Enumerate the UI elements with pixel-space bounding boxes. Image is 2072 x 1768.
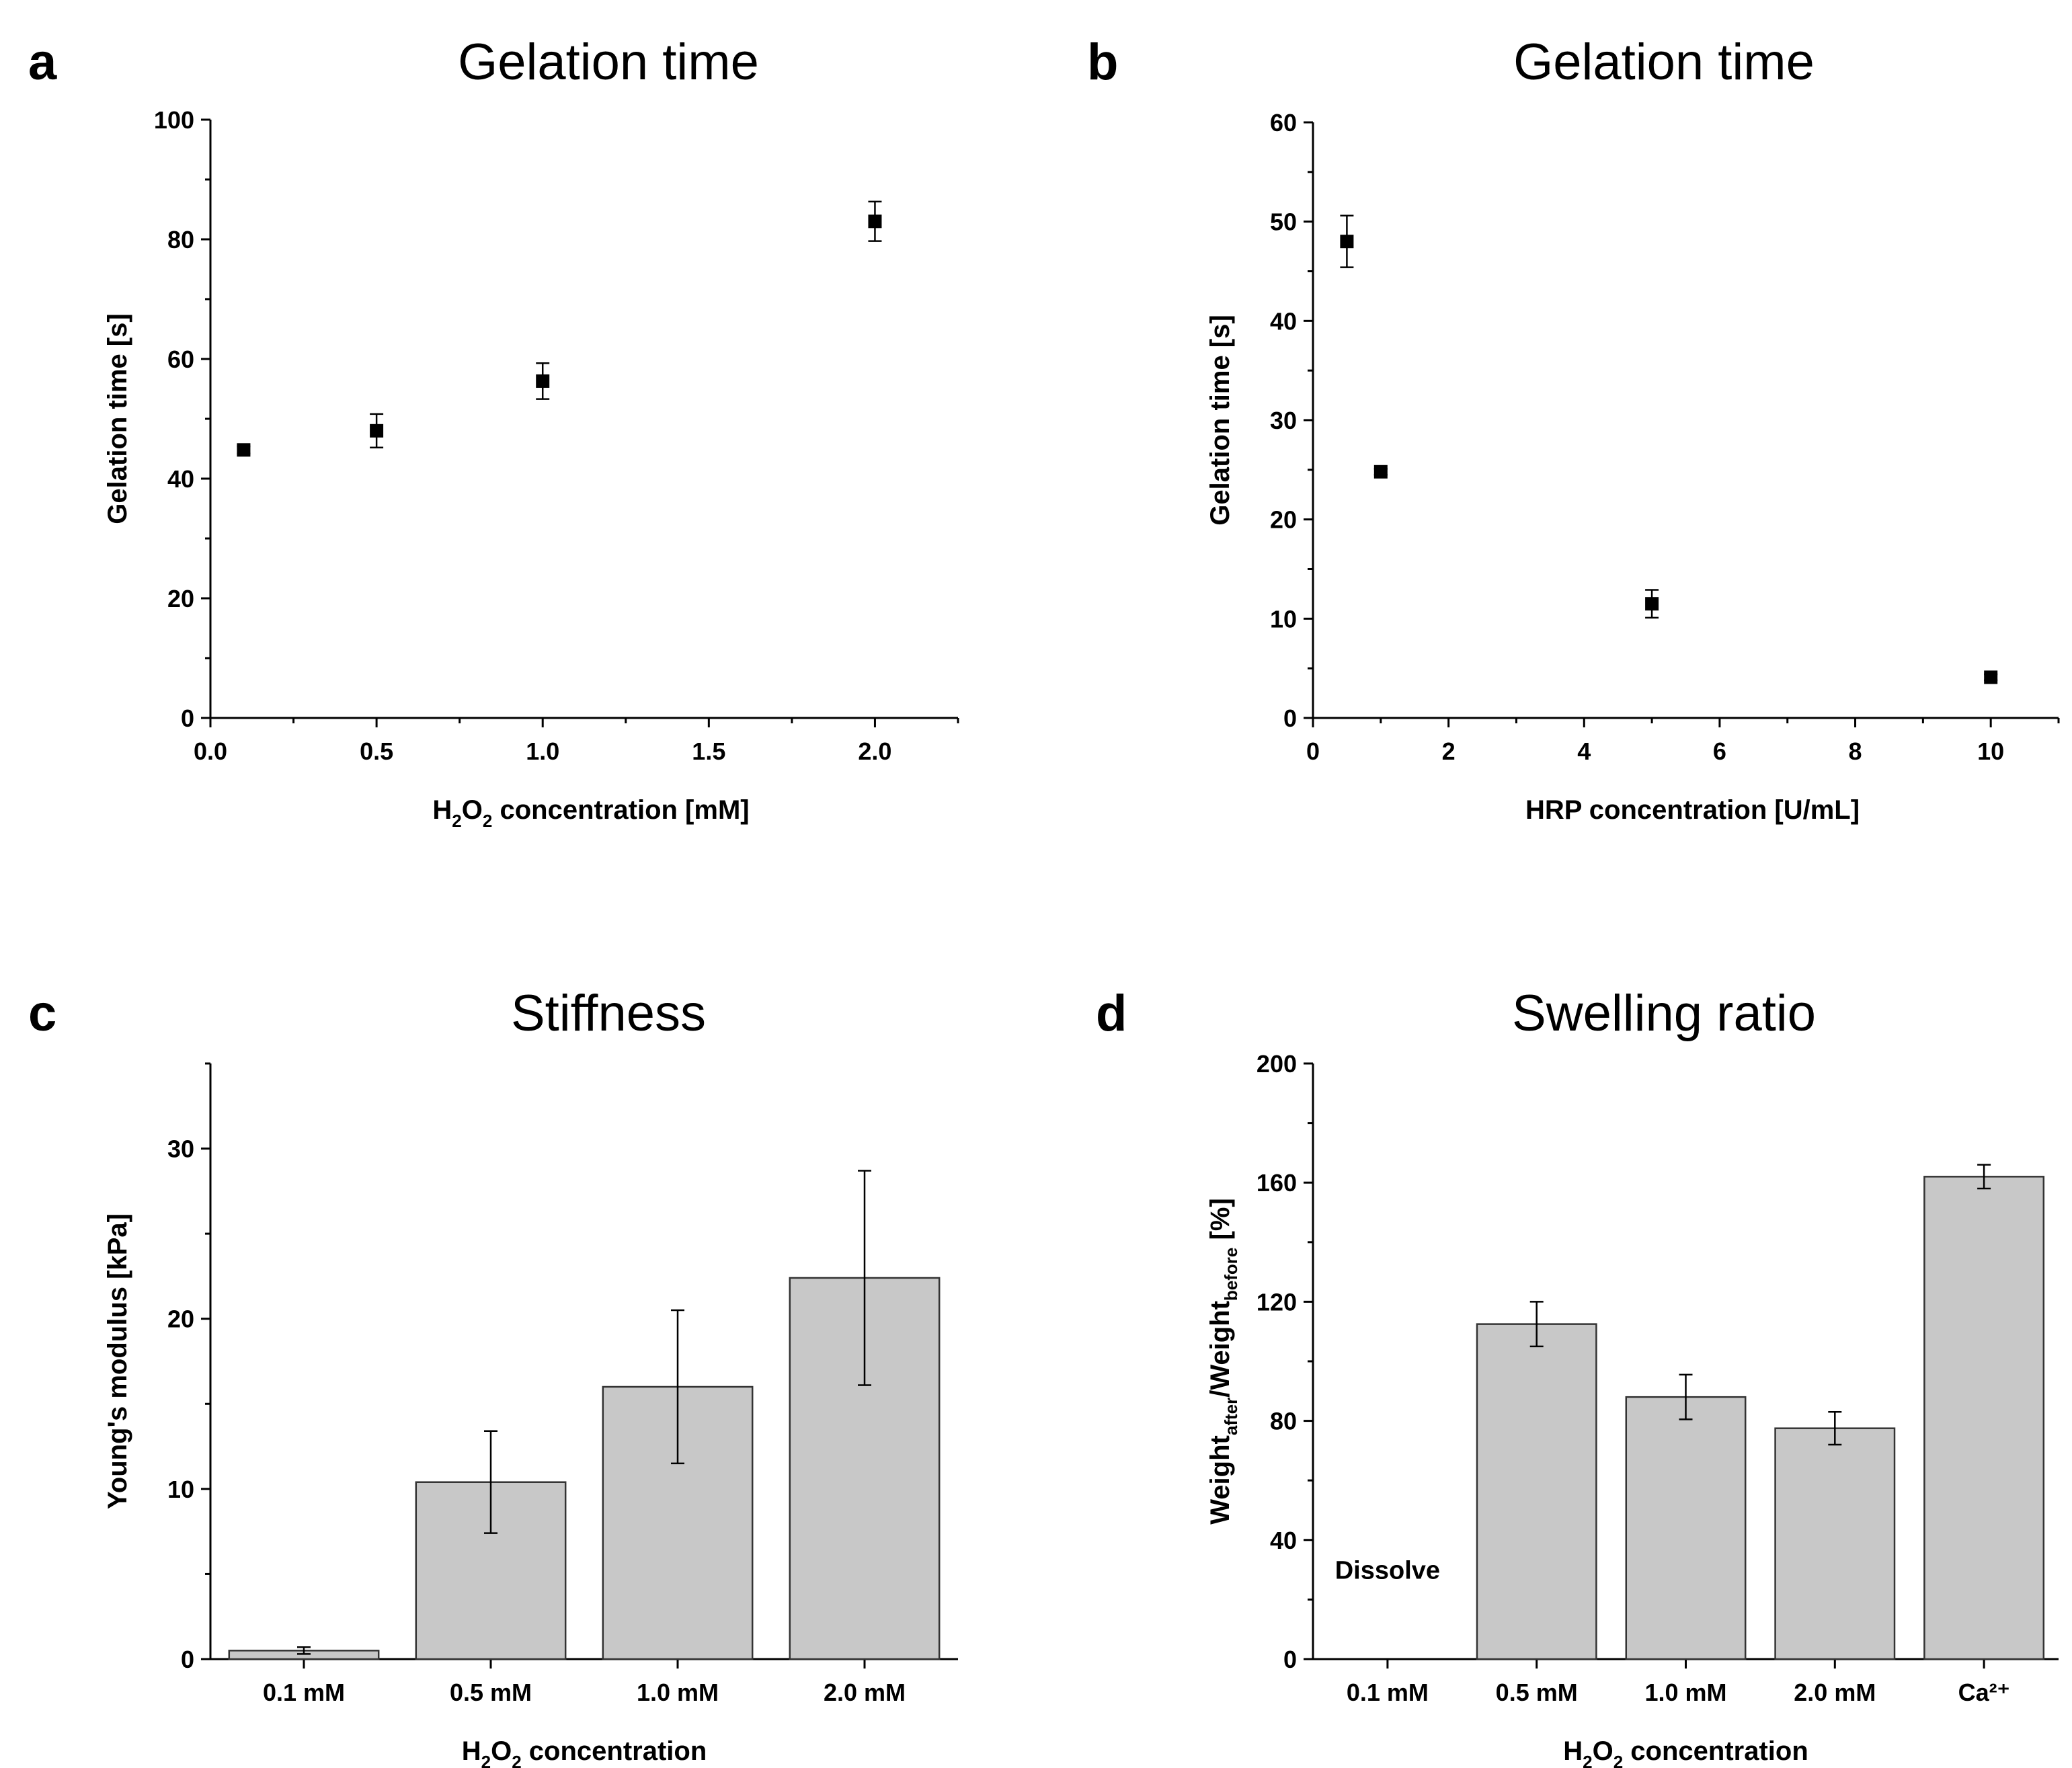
y-axis-label: Gelation time [s]	[1205, 315, 1235, 525]
panel-title: Gelation time	[1513, 34, 1815, 91]
data-point	[1984, 670, 1998, 684]
data-point	[370, 424, 384, 438]
x-axis-label-subscript: 2	[452, 811, 461, 831]
panel-title: Gelation time	[458, 34, 759, 91]
y-tick-label: 20	[1270, 506, 1297, 534]
x-tick-label: 6	[1713, 737, 1726, 765]
dissolve-annotation: Dissolve	[1335, 1556, 1440, 1584]
y-axis-label: Young's modulus [kPa]	[103, 1213, 132, 1509]
y-axis-label: Weightafter/Weightbefore [%]	[1205, 1198, 1241, 1524]
x-axis-label: HRP concentration [U/mL]	[1525, 795, 1860, 825]
panel-c: c Stiffness 0 10 20 30 Young's modulus [kPa] 0.…	[28, 985, 958, 1768]
y-tick-label: 0	[1283, 705, 1297, 732]
x-tick-label: Ca²⁺	[1958, 1679, 2010, 1706]
x-axis-label-part: concentration	[522, 1736, 707, 1766]
x-axis-label-part: H	[432, 795, 452, 825]
y-tick-label: 80	[167, 226, 194, 253]
x-axis-label-part: H	[462, 1736, 481, 1766]
y-tick-label: 10	[1270, 605, 1297, 633]
x-tick-label: 0.1 mM	[1347, 1679, 1429, 1706]
x-tick-label: 0.5 mM	[450, 1679, 532, 1706]
y-tick-label: 60	[167, 346, 194, 373]
x-tick-label: 0.0	[194, 737, 227, 765]
y-tick-label: 20	[167, 585, 194, 612]
y-axis-label-part: [%]	[1205, 1198, 1235, 1247]
panel-letter: a	[28, 34, 57, 91]
y-tick-label: 20	[167, 1305, 194, 1333]
y-tick-label: 30	[167, 1135, 194, 1163]
y-tick-label: 40	[1270, 1527, 1297, 1554]
x-axis-label-subscript: 2	[481, 1752, 491, 1768]
y-tick-label: 160	[1257, 1169, 1297, 1197]
x-tick-label: 1.0 mM	[637, 1679, 719, 1706]
x-axis-label-subscript: 2	[483, 811, 492, 831]
x-axis-label: H2O2 concentration	[462, 1736, 707, 1768]
panel-title: Swelling ratio	[1512, 985, 1816, 1042]
x-axis-label: H2O2 concentration	[1563, 1736, 1808, 1768]
x-axis-label: H2O2 concentration [mM]	[432, 795, 749, 831]
data-point	[1645, 597, 1659, 611]
bar	[1774, 1427, 1896, 1660]
x-axis-label-part: H	[1563, 1736, 1583, 1766]
bar	[1625, 1396, 1747, 1660]
x-axis-label-part: concentration [mM]	[492, 795, 749, 825]
y-axis-label-part: Weight	[1205, 1435, 1235, 1525]
y-tick-label: 40	[1270, 307, 1297, 335]
x-tick-label: 1.0	[526, 737, 559, 765]
x-axis-label-subscript: 2	[1583, 1752, 1592, 1768]
y-tick-label: 80	[1270, 1408, 1297, 1435]
y-tick-label: 0	[1283, 1646, 1297, 1673]
y-tick-label: 100	[154, 106, 194, 134]
y-tick-label: 50	[1270, 208, 1297, 236]
data-point	[1373, 465, 1388, 479]
x-axis-label-subscript: 2	[512, 1752, 521, 1768]
y-tick-label: 0	[181, 705, 194, 732]
data-point	[237, 443, 251, 457]
y-tick-label: 60	[1270, 109, 1297, 136]
y-tick-label: 0	[181, 1646, 194, 1673]
x-tick-label: 1.0 mM	[1644, 1679, 1726, 1706]
data-point	[868, 214, 882, 229]
bar	[1476, 1323, 1597, 1660]
panel-letter: d	[1096, 985, 1127, 1042]
x-tick-label: 0	[1306, 737, 1320, 765]
y-axis-label-subscript: before	[1221, 1248, 1241, 1301]
panel-d: d Swelling ratio 0 40 80 120 160 200 Weightafter…	[1096, 985, 2059, 1768]
x-tick-label: 2	[1442, 737, 1456, 765]
panel-letter: c	[28, 985, 56, 1042]
data-point	[1340, 235, 1354, 249]
bar	[1923, 1176, 2045, 1660]
panel-a: a Gelation time 0 20 40 60 80 100 Gelation time …	[28, 34, 959, 831]
x-axis-label-part: O	[491, 1736, 512, 1766]
x-tick-label: 2.0 mM	[1794, 1679, 1876, 1706]
y-axis-label: Gelation time [s]	[103, 313, 132, 524]
x-tick-label: 8	[1849, 737, 1862, 765]
y-axis-label-part: /Weight	[1205, 1301, 1235, 1398]
x-tick-label: 0.1 mM	[263, 1679, 345, 1706]
x-axis-label-part: concentration	[1623, 1736, 1808, 1766]
x-tick-label: 1.5	[692, 737, 725, 765]
y-tick-label: 40	[167, 465, 194, 493]
x-tick-label: 0.5 mM	[1496, 1679, 1578, 1706]
x-tick-label: 2.0 mM	[824, 1679, 906, 1706]
data-point	[536, 374, 550, 388]
y-tick-label: 30	[1270, 407, 1297, 434]
y-tick-label: 10	[167, 1476, 194, 1503]
y-axis-label-subscript: after	[1221, 1398, 1241, 1435]
x-tick-label: 10	[1977, 737, 2004, 765]
panel-title: Stiffness	[511, 985, 706, 1042]
x-axis-label-subscript: 2	[1613, 1752, 1623, 1768]
x-axis-label-part: O	[462, 795, 483, 825]
x-tick-label: 2.0	[858, 737, 891, 765]
y-tick-label: 120	[1257, 1288, 1297, 1316]
x-tick-label: 4	[1577, 737, 1591, 765]
y-tick-label: 200	[1257, 1050, 1297, 1078]
x-tick-label: 0.5	[360, 737, 393, 765]
panel-letter: b	[1087, 34, 1118, 91]
x-axis-label-part: O	[1593, 1736, 1613, 1766]
